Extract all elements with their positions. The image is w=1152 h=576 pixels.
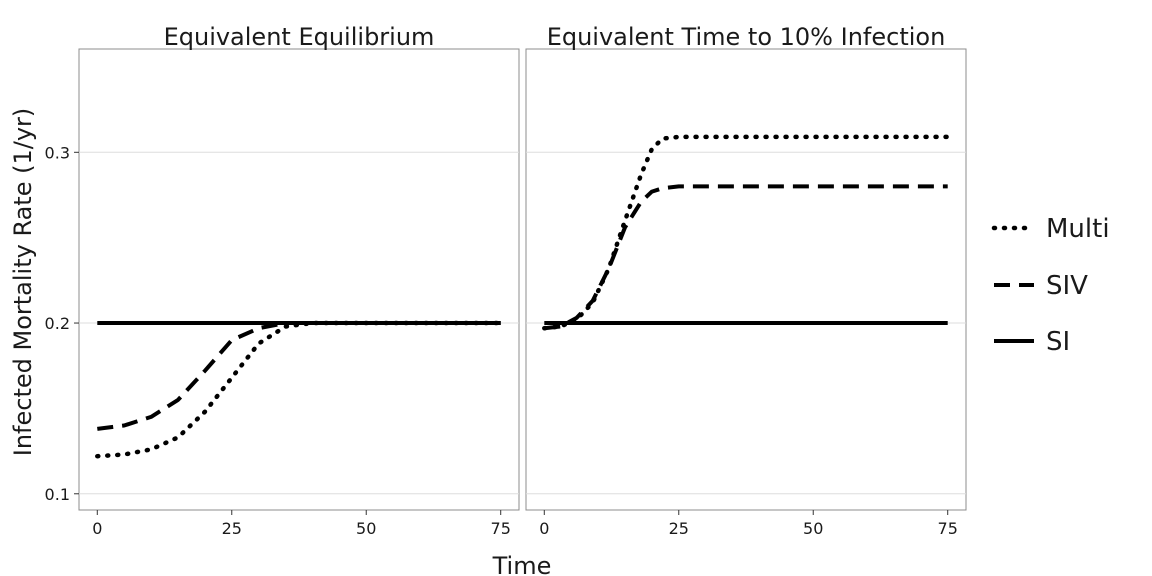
x-tick-label: 50 — [356, 519, 376, 538]
x-tick-label: 25 — [222, 519, 242, 538]
panel-title: Equivalent Time to 10% Infection — [547, 23, 946, 51]
legend-label: Multi — [1046, 214, 1110, 244]
legend-item-siv: SIV — [994, 271, 1088, 301]
x-tick-label: 25 — [669, 519, 689, 538]
panel-title: Equivalent Equilibrium — [164, 23, 435, 51]
x-tick-label: 75 — [491, 519, 511, 538]
x-tick-label: 0 — [92, 519, 102, 538]
y-tick-label: 0.1 — [45, 485, 70, 504]
y-tick-label: 0.3 — [45, 143, 70, 162]
panel-2: Equivalent Time to 10% Infection 0 25 50 75 — [525, 23, 967, 538]
series-line-multi — [542, 134, 950, 331]
x-axis-title: Time — [492, 552, 552, 576]
panel-border — [525, 48, 967, 511]
legend-label: SIV — [1046, 271, 1088, 301]
y-axis-title: Infected Mortality Rate (1/yr) — [9, 108, 37, 457]
y-tick-label: 0.2 — [45, 314, 70, 333]
x-tick-label: 75 — [938, 519, 958, 538]
legend-label: SI — [1046, 327, 1070, 357]
legend-item-si: SI — [994, 327, 1070, 357]
panel-1: Equivalent Equilibrium 0 25 50 75 0.1 0.2 0.3 — [45, 23, 520, 538]
x-tick-label: 0 — [539, 519, 549, 538]
series-line-siv — [544, 184, 948, 331]
legend: Multi SIV SI — [991, 214, 1110, 357]
legend-item-multi: Multi — [991, 214, 1110, 244]
x-tick-label: 50 — [803, 519, 823, 538]
panel-border — [78, 48, 520, 511]
